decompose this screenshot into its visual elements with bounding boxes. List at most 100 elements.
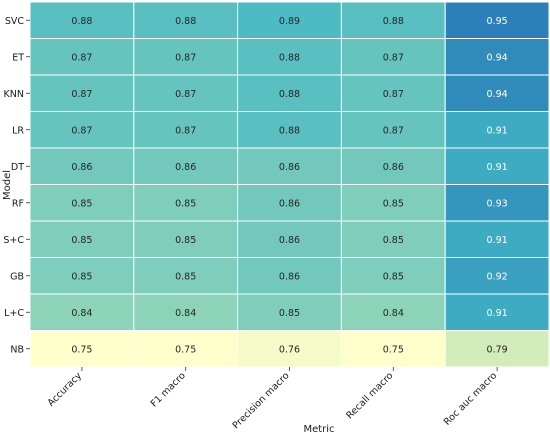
y-tick-label: GB xyxy=(10,271,24,282)
heatmap-cells: 0.88 0.88 0.89 0.88 0.95 0.87 0.87 0.88 0.87 0.94… xyxy=(29,1,550,368)
cell-value-label: 0.88 xyxy=(383,16,404,27)
cell-value-label: 0.88 xyxy=(175,16,196,27)
heatmap-cell xyxy=(340,257,446,295)
cell-value-label: 0.89 xyxy=(279,16,300,27)
heatmap-cell xyxy=(444,111,550,149)
heatmap-cell xyxy=(444,257,550,295)
cell-value-label: 0.86 xyxy=(279,198,300,209)
cell-value-label: 0.88 xyxy=(279,52,300,63)
cell-value-label: 0.85 xyxy=(71,198,92,209)
heatmap-cell xyxy=(237,111,342,149)
heatmap-cell xyxy=(133,1,239,39)
y-tick-label: NB xyxy=(10,344,24,355)
cell-value-label: 0.87 xyxy=(383,89,404,100)
heatmap-cell xyxy=(133,293,239,331)
cell-value-label: 0.86 xyxy=(383,162,404,173)
heatmap-cell xyxy=(340,74,446,112)
heatmap-cell xyxy=(237,1,342,39)
heatmap-cell xyxy=(340,184,446,222)
heatmap-cell xyxy=(237,293,342,331)
cell-value-label: 0.92 xyxy=(487,271,508,282)
heatmap-cell xyxy=(29,147,135,185)
cell-value-label: 0.85 xyxy=(383,271,404,282)
cell-value-label: 0.84 xyxy=(71,308,92,319)
heatmap-cell xyxy=(29,1,135,39)
heatmap-cell xyxy=(237,38,342,76)
cell-value-label: 0.75 xyxy=(175,344,196,355)
heatmap-cell xyxy=(29,257,135,295)
x-tick-label: F1 macro xyxy=(149,370,188,409)
heatmap-cell xyxy=(133,257,239,295)
cell-value-label: 0.79 xyxy=(487,344,508,355)
cell-value-label: 0.76 xyxy=(279,344,300,355)
cell-value-label: 0.85 xyxy=(71,271,92,282)
heatmap-cell xyxy=(133,184,239,222)
y-tick-label: ET xyxy=(12,52,24,63)
cell-value-label: 0.75 xyxy=(383,344,404,355)
heatmap-cell xyxy=(444,147,550,185)
cell-value-label: 0.88 xyxy=(279,89,300,100)
heatmap-cell xyxy=(133,330,239,368)
y-tick-label: KNN xyxy=(4,89,24,100)
cell-value-label: 0.91 xyxy=(487,235,508,246)
y-tick-label: SVC xyxy=(5,16,25,27)
heatmap-cell xyxy=(29,220,135,258)
heatmap-cell xyxy=(340,111,446,149)
cell-value-label: 0.86 xyxy=(279,235,300,246)
cell-value-label: 0.91 xyxy=(487,125,508,136)
heatmap-cell xyxy=(237,147,342,185)
heatmap-cell xyxy=(133,111,239,149)
cell-value-label: 0.86 xyxy=(175,162,196,173)
heatmap-cell xyxy=(444,184,550,222)
cell-value-label: 0.88 xyxy=(279,125,300,136)
heatmap-cell xyxy=(444,330,550,368)
y-tick-label: L+C xyxy=(4,308,24,319)
cell-value-label: 0.85 xyxy=(175,271,196,282)
cell-value-label: 0.91 xyxy=(487,162,508,173)
cell-value-label: 0.87 xyxy=(175,52,196,63)
cell-value-label: 0.87 xyxy=(383,52,404,63)
cell-value-label: 0.93 xyxy=(487,198,508,209)
cell-value-label: 0.85 xyxy=(383,198,404,209)
heatmap-cell xyxy=(237,330,342,368)
heatmap-cell xyxy=(133,147,239,185)
cell-value-label: 0.85 xyxy=(175,198,196,209)
cell-value-label: 0.85 xyxy=(383,235,404,246)
cell-value-label: 0.86 xyxy=(279,162,300,173)
cell-value-label: 0.87 xyxy=(71,89,92,100)
cell-value-label: 0.85 xyxy=(175,235,196,246)
cell-value-label: 0.87 xyxy=(71,125,92,136)
y-tick-labels: SVC ET KNN LR DT RF S+C GB L+C NB xyxy=(3,16,30,355)
heatmap-cell xyxy=(340,330,446,368)
cell-value-label: 0.84 xyxy=(383,308,404,319)
heatmap-cell xyxy=(29,330,135,368)
cell-value-label: 0.91 xyxy=(487,308,508,319)
x-tick-label: Accuracy xyxy=(46,370,85,409)
heatmap-cell xyxy=(444,38,550,76)
y-tick-label: S+C xyxy=(3,235,24,246)
y-tick-label: RF xyxy=(12,198,24,209)
heatmap-cell xyxy=(133,74,239,112)
cell-value-label: 0.87 xyxy=(383,125,404,136)
x-tick-label: Recall macro xyxy=(344,370,395,421)
cell-value-label: 0.86 xyxy=(279,271,300,282)
cell-value-label: 0.85 xyxy=(71,235,92,246)
heatmap-cell xyxy=(444,293,550,331)
cell-value-label: 0.94 xyxy=(487,89,508,100)
x-axis-label: Metric xyxy=(303,424,334,435)
cell-value-label: 0.95 xyxy=(487,16,508,27)
cell-value-label: 0.87 xyxy=(71,52,92,63)
x-tick-label: Precision macro xyxy=(231,370,292,431)
y-tick-label: LR xyxy=(12,125,24,136)
x-tick-labels: Accuracy F1 macro Precision macro Recall ma… xyxy=(46,367,499,431)
cell-value-label: 0.87 xyxy=(175,125,196,136)
cell-value-label: 0.94 xyxy=(487,52,508,63)
cell-value-label: 0.88 xyxy=(71,16,92,27)
cell-value-label: 0.84 xyxy=(175,308,196,319)
cell-value-label: 0.85 xyxy=(279,308,300,319)
y-axis-label: Model xyxy=(2,170,13,200)
heatmap-cell xyxy=(237,184,342,222)
cell-value-label: 0.86 xyxy=(71,162,92,173)
x-tick-label: Roc auc macro xyxy=(442,370,499,427)
